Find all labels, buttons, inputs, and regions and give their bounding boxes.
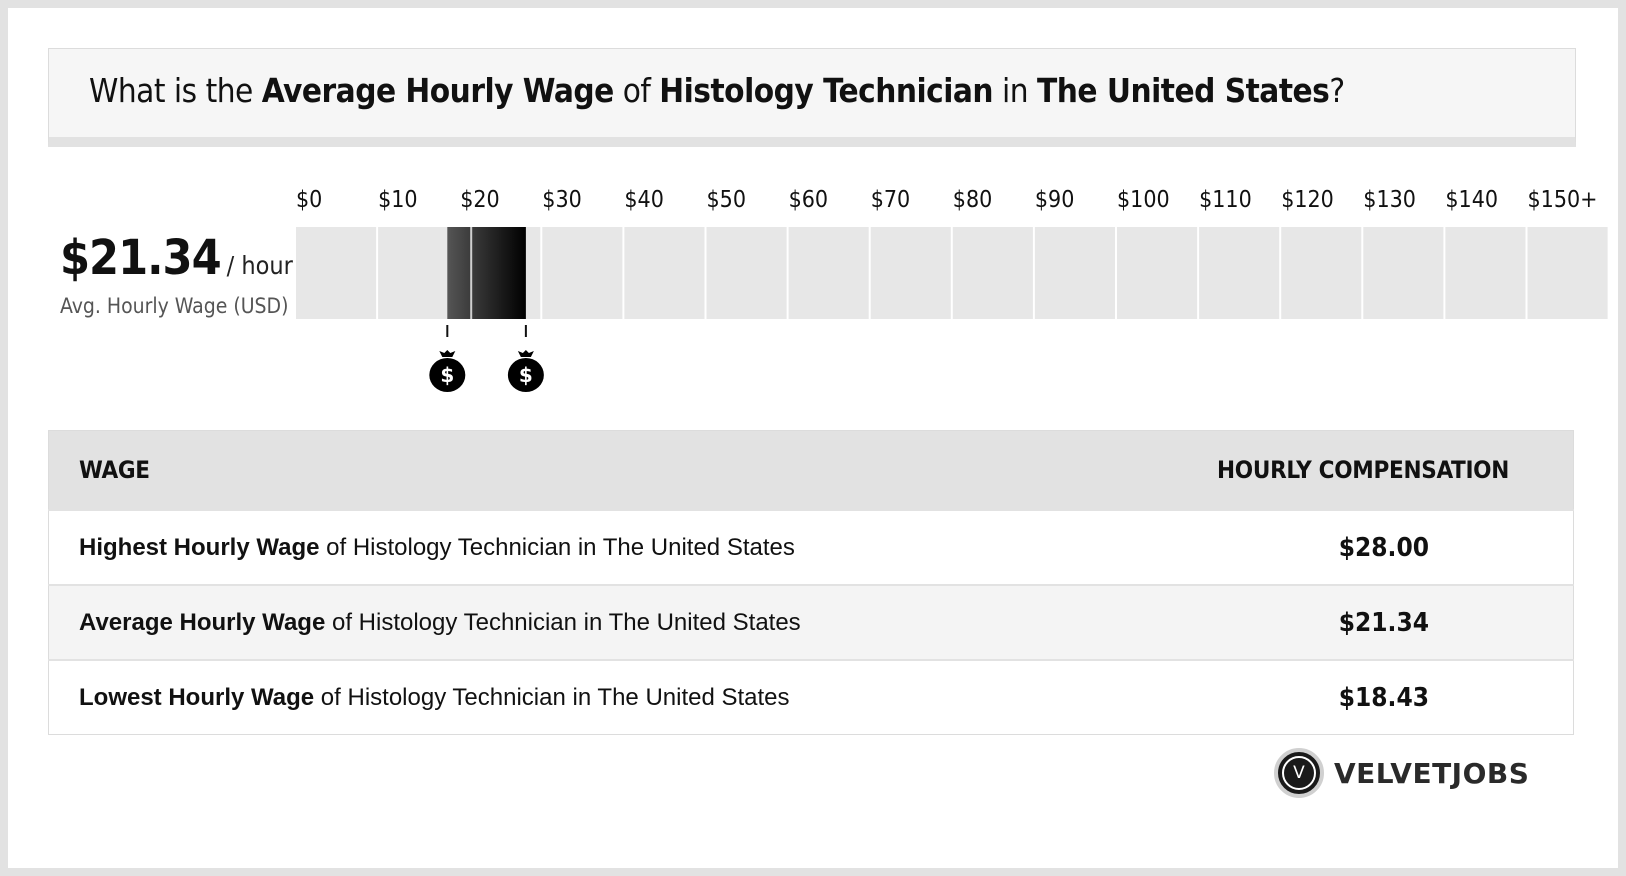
track-segment — [1199, 227, 1280, 319]
track-segment — [378, 227, 459, 319]
row-label: Highest Hourly Wage of Histology Technic… — [48, 509, 1056, 585]
question-header: What is the Average Hourly Wage of Histo… — [48, 48, 1576, 147]
bag-neck — [517, 350, 534, 357]
average-wage-value: $21.34 — [60, 230, 222, 286]
track-segment — [1527, 227, 1608, 319]
header-wage: WAGE — [48, 430, 1056, 510]
x-tick-label: $80 — [953, 187, 993, 213]
x-tick-label: $150+ — [1528, 187, 1598, 213]
bag-body — [507, 358, 544, 392]
dollar-sign: $ — [440, 363, 454, 387]
bag-neck — [439, 350, 456, 357]
track-segment — [542, 227, 623, 319]
bag-body — [429, 358, 466, 392]
x-tick-label: $90 — [1035, 187, 1075, 213]
x-tick-label: $20 — [460, 187, 500, 213]
wage-table: WAGE HOURLY COMPENSATION Highest Hourly … — [48, 430, 1574, 735]
x-tick-label: $130 — [1363, 187, 1416, 213]
money-bag-icon: $ — [429, 325, 466, 392]
track-segment — [952, 227, 1033, 319]
x-tick-label: $100 — [1117, 187, 1170, 213]
average-wage-unit: / hour — [226, 251, 293, 280]
average-summary: $21.34/ hour Avg. Hourly Wage (USD) — [60, 230, 293, 318]
logo-text: VELVETJOBS — [1334, 756, 1530, 790]
x-tick-label: $140 — [1445, 187, 1498, 213]
wage-range-bar — [447, 227, 526, 319]
x-tick-label: $40 — [624, 187, 664, 213]
row-label: Average Hourly Wage of Histology Technic… — [48, 584, 1056, 660]
dollar-sign: $ — [519, 363, 533, 387]
row-value: $21.34 — [1055, 584, 1574, 660]
table-header-row: WAGE HOURLY COMPENSATION — [48, 430, 1574, 510]
average-wage-label: Avg. Hourly Wage (USD) — [60, 294, 289, 318]
track-segment — [1445, 227, 1526, 319]
average-marker-line — [470, 227, 473, 319]
wage-range-chart: $0 $10 $20 $30 $40 $50 $60 $70 $80 $90 $100 $110 $12… — [296, 187, 1608, 392]
table-row-highest: Highest Hourly Wage of Histology Technic… — [48, 509, 1574, 585]
header-hourly-compensation: HOURLY COMPENSATION — [1055, 430, 1574, 510]
x-tick-label: $0 — [296, 187, 322, 213]
x-tick-label: $120 — [1281, 187, 1334, 213]
row-value: $18.43 — [1055, 659, 1574, 735]
track-segment — [1117, 227, 1198, 319]
track-segment — [1034, 227, 1115, 319]
page-title: What is the Average Hourly Wage of Histo… — [89, 71, 1345, 110]
track-segment — [1363, 227, 1444, 319]
track-segment — [706, 227, 787, 319]
x-tick-label: $10 — [378, 187, 418, 213]
x-tick-label: $110 — [1199, 187, 1252, 213]
track-segment — [1281, 227, 1362, 319]
row-value: $28.00 — [1055, 509, 1574, 585]
table-row-average: Average Hourly Wage of Histology Technic… — [48, 584, 1574, 660]
x-tick-label: $50 — [707, 187, 747, 213]
track-segment — [624, 227, 705, 319]
table-row-lowest: Lowest Hourly Wage of Histology Technici… — [48, 659, 1574, 735]
track-segment — [296, 227, 377, 319]
logo-mark-icon: V — [1274, 748, 1324, 798]
x-tick-label: $60 — [789, 187, 829, 213]
money-bag-icon: $ — [507, 325, 544, 392]
x-tick-label: $70 — [871, 187, 911, 213]
logo-mark-letter: V — [1282, 756, 1316, 790]
track-segment — [788, 227, 869, 319]
row-label: Lowest Hourly Wage of Histology Technici… — [48, 659, 1056, 735]
track-segment — [870, 227, 951, 319]
wage-card: What is the Average Hourly Wage of Histo… — [8, 8, 1618, 868]
x-tick-label: $30 — [542, 187, 582, 213]
velvetjobs-logo: V VELVETJOBS — [1274, 748, 1529, 798]
